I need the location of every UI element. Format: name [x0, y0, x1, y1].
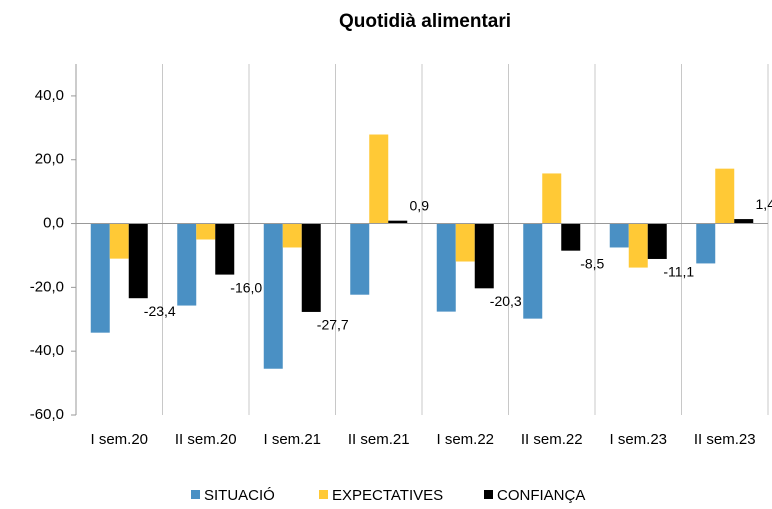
- x-tick-label: I sem.21: [263, 431, 321, 448]
- bar: [734, 219, 754, 224]
- x-tick-label: II sem.22: [521, 431, 583, 448]
- x-tick-label: I sem.23: [609, 431, 667, 448]
- x-tick-label: II sem.20: [175, 431, 237, 448]
- legend-label: CONFIANÇA: [497, 487, 585, 504]
- value-label: -23,4: [144, 303, 176, 319]
- bar: [628, 223, 648, 268]
- value-label: 0,9: [410, 197, 430, 213]
- legend-swatch: [484, 490, 493, 499]
- legend-label: EXPECTATIVES: [332, 487, 443, 504]
- bar: [715, 168, 735, 224]
- bar: [696, 223, 716, 264]
- y-tick-label: -40,0: [30, 342, 64, 359]
- x-tick-label: II sem.23: [694, 431, 756, 448]
- bar: [301, 223, 321, 312]
- bar: [196, 223, 216, 240]
- bar: [128, 223, 148, 299]
- x-tick-label: II sem.21: [348, 431, 410, 448]
- bar: [263, 223, 283, 369]
- y-tick-label: 0,0: [43, 215, 64, 232]
- bar: [542, 173, 562, 224]
- y-tick-label: 40,0: [35, 87, 64, 104]
- bar: [215, 223, 235, 275]
- chart-title: Quotidià alimentari: [339, 11, 511, 32]
- y-tick-label: 20,0: [35, 151, 64, 168]
- bar: [474, 223, 494, 289]
- value-label: -11,1: [663, 264, 694, 280]
- x-tick-label: I sem.20: [90, 431, 148, 448]
- bar: [609, 223, 629, 248]
- legend-swatch: [191, 490, 200, 499]
- value-label: -20,3: [490, 293, 522, 309]
- bar: [90, 223, 110, 333]
- value-label: -27,7: [317, 317, 349, 333]
- legend-swatch: [319, 490, 328, 499]
- bar: [436, 223, 456, 312]
- legend-label: SITUACIÓ: [204, 487, 275, 504]
- bar: [647, 223, 667, 259]
- bar: [388, 220, 408, 224]
- bar: [109, 223, 129, 259]
- y-tick-label: -60,0: [30, 406, 64, 423]
- bar: [369, 134, 389, 224]
- value-label: -8,5: [580, 255, 604, 271]
- bar: [350, 223, 370, 295]
- bar: [177, 223, 197, 306]
- x-tick-label: I sem.22: [436, 431, 494, 448]
- bar: [561, 223, 581, 251]
- bar: [455, 223, 475, 262]
- bar: [282, 223, 302, 248]
- y-tick-label: -20,0: [30, 278, 64, 295]
- value-label: -16,0: [230, 279, 262, 295]
- bar: [523, 223, 543, 319]
- value-label: 1,4: [756, 196, 772, 212]
